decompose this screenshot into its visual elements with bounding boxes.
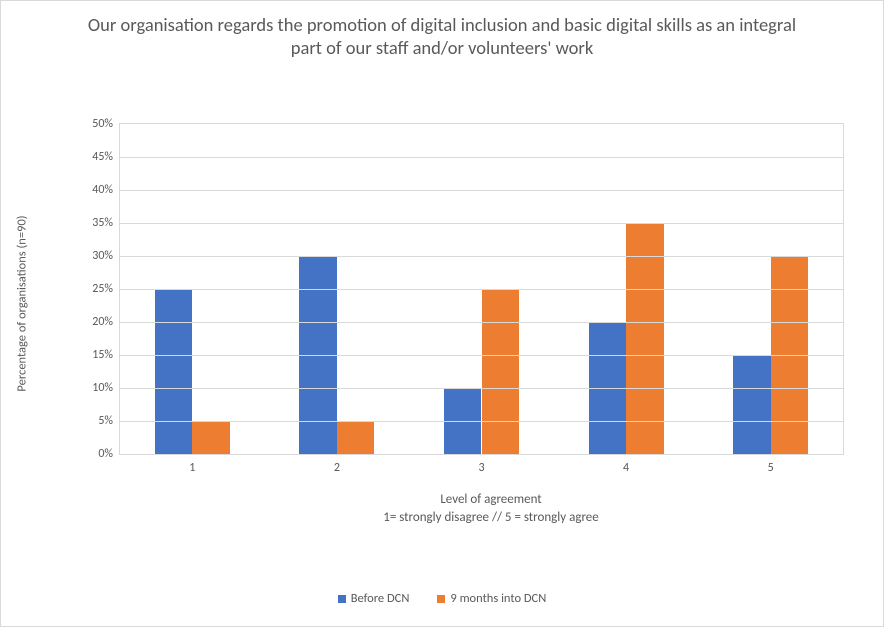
- x-axis-title: Level of agreement 1= strongly disagree …: [119, 491, 863, 526]
- chart-title: Our organisation regards the promotion o…: [1, 1, 883, 67]
- y-tick-label: 40%: [92, 183, 120, 197]
- grid-line: [120, 322, 843, 323]
- x-tick-label: 5: [768, 454, 774, 475]
- legend-item: 9 months into DCN: [437, 591, 546, 606]
- grid-line: [120, 388, 843, 389]
- x-axis-label-line1: Level of agreement: [119, 491, 863, 509]
- x-axis-label-line2: 1= strongly disagree // 5 = strongly agr…: [119, 509, 863, 527]
- bar: [337, 421, 375, 454]
- y-tick-label: 0%: [98, 447, 120, 461]
- y-tick-label: 25%: [92, 282, 120, 296]
- bar: [626, 223, 664, 454]
- legend-label: Before DCN: [351, 591, 410, 606]
- plot-area: 0%5%10%15%20%25%30%35%40%45%50%12345: [119, 123, 844, 455]
- chart-container: Our organisation regards the promotion o…: [0, 0, 884, 627]
- legend-item: Before DCN: [338, 591, 410, 606]
- legend-label: 9 months into DCN: [450, 591, 546, 606]
- bar: [482, 289, 520, 454]
- y-axis-label-wrap: Percentage of organisations (n=90): [11, 123, 33, 483]
- bar: [192, 421, 230, 454]
- plot-wrapper: 0%5%10%15%20%25%30%35%40%45%50%12345: [61, 123, 854, 483]
- grid-line: [120, 190, 843, 191]
- x-tick-label: 3: [478, 454, 484, 475]
- bar: [733, 355, 771, 454]
- grid-line: [120, 355, 843, 356]
- x-tick-label: 1: [189, 454, 195, 475]
- grid-line: [120, 421, 843, 422]
- grid-line: [120, 289, 843, 290]
- legend-swatch: [338, 595, 346, 603]
- y-tick-label: 35%: [92, 216, 120, 230]
- y-tick-label: 10%: [92, 381, 120, 395]
- y-tick-label: 30%: [92, 249, 120, 263]
- x-tick-label: 4: [623, 454, 629, 475]
- grid-line: [120, 157, 843, 158]
- legend: Before DCN 9 months into DCN: [1, 591, 883, 606]
- y-tick-label: 5%: [98, 414, 120, 428]
- y-tick-label: 45%: [92, 150, 120, 164]
- grid-line: [120, 256, 843, 257]
- grid-line: [120, 223, 843, 224]
- x-tick-label: 2: [334, 454, 340, 475]
- y-tick-label: 50%: [92, 117, 120, 131]
- y-axis-label: Percentage of organisations (n=90): [15, 215, 30, 391]
- y-tick-label: 15%: [92, 348, 120, 362]
- y-tick-label: 20%: [92, 315, 120, 329]
- legend-swatch: [437, 595, 445, 603]
- bar: [155, 289, 193, 454]
